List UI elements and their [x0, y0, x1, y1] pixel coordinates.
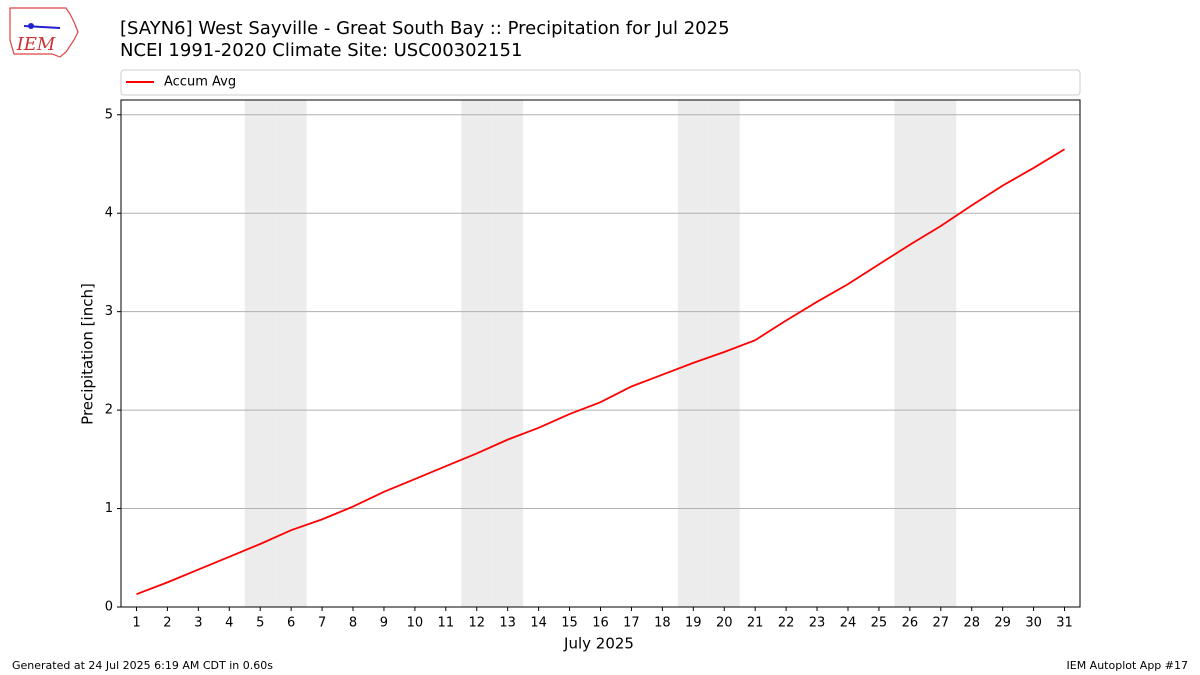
x-tick-label: 28: [963, 616, 980, 631]
x-tick-label: 12: [468, 616, 485, 631]
x-tick-label: 10: [407, 616, 424, 631]
x-tick-label: 26: [902, 616, 919, 631]
x-tick-label: 20: [716, 616, 733, 631]
y-tick-label: 3: [105, 304, 113, 319]
y-tick-label: 1: [105, 501, 113, 516]
x-tick-label: 22: [778, 616, 795, 631]
x-tick-label: 25: [871, 616, 888, 631]
y-tick-label: 5: [105, 107, 113, 122]
x-tick-label: 2: [163, 616, 171, 631]
footer-right: IEM Autoplot App #17: [1067, 659, 1189, 672]
y-tick-label: 2: [105, 403, 113, 418]
x-tick-label: 16: [592, 616, 609, 631]
y-tick-label: 0: [105, 600, 113, 615]
weekend-shade: [275, 100, 307, 607]
logo-outline: [9, 7, 79, 58]
weekend-shade: [492, 100, 524, 607]
x-tick-label: 30: [1025, 616, 1042, 631]
x-tick-label: 13: [499, 616, 516, 631]
weekend-shade: [925, 100, 957, 607]
x-tick-label: 29: [994, 616, 1011, 631]
x-tick-label: 11: [438, 616, 455, 631]
x-tick-label: 23: [809, 616, 826, 631]
logo: IEM: [9, 7, 79, 58]
x-tick-label: 1: [132, 616, 140, 631]
x-tick-label: 17: [623, 616, 640, 631]
x-axis-label: July 2025: [563, 635, 634, 653]
x-tick-label: 5: [256, 616, 264, 631]
data-line: [136, 148, 1065, 596]
x-tick-label: 9: [380, 616, 388, 631]
x-tick-label: 8: [349, 616, 357, 631]
legend-box: [120, 69, 1081, 96]
x-tick-label: 14: [530, 616, 547, 631]
x-tick-label: 15: [561, 616, 578, 631]
x-tick-label: 21: [747, 616, 764, 631]
x-tick-label: 19: [685, 616, 702, 631]
x-tick-label: 3: [194, 616, 202, 631]
weekend-shade: [461, 100, 493, 607]
plot-frame: [120, 99, 1081, 608]
logo-text: IEM: [16, 34, 56, 55]
x-tick-label: 31: [1056, 616, 1073, 631]
chart-title: [SAYN6] West Sayville - Great South Bay …: [120, 18, 730, 39]
x-tick-label: 7: [318, 616, 326, 631]
x-tick-label: 4: [225, 616, 233, 631]
logo-icon: [28, 23, 34, 29]
weekend-shade: [894, 100, 926, 607]
weekend-shade: [677, 100, 709, 607]
chart-subtitle: NCEI 1991-2020 Climate Site: USC00302151: [120, 40, 522, 61]
legend-label: Accum Avg: [164, 75, 236, 90]
footer-left: Generated at 24 Jul 2025 6:19 AM CDT in …: [12, 659, 273, 672]
x-tick-label: 6: [287, 616, 295, 631]
x-tick-label: 24: [840, 616, 857, 631]
y-tick-label: 4: [105, 206, 113, 221]
y-axis-label: Precipitation [inch]: [79, 283, 97, 425]
x-tick-label: 27: [933, 616, 950, 631]
weekend-shade: [244, 100, 276, 607]
x-tick-label: 18: [654, 616, 671, 631]
weekend-shade: [708, 100, 740, 607]
